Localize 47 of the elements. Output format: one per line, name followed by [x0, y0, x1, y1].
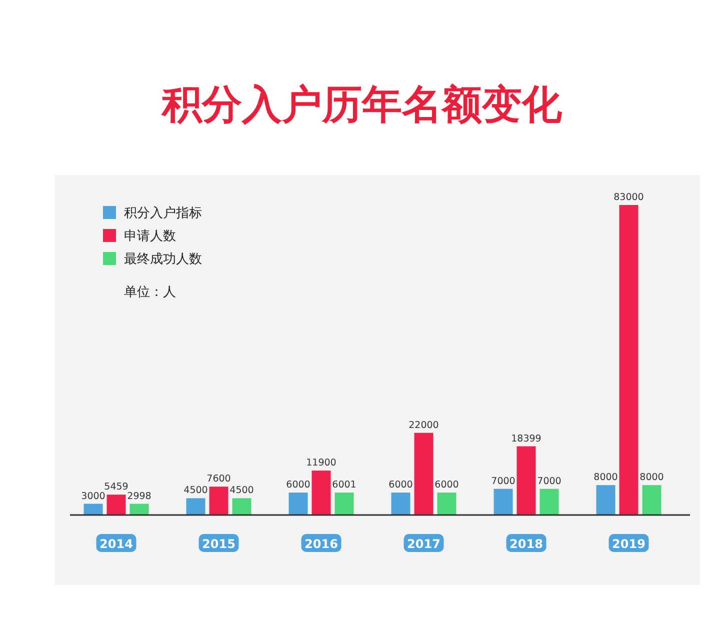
bar — [619, 205, 638, 515]
x-tick-label: 2014 — [100, 537, 133, 551]
data-label: 7000 — [537, 476, 562, 487]
x-tick-label: 2018 — [510, 537, 543, 551]
annotation: 单位：人 — [124, 285, 176, 300]
legend-label: 积分入户指标 — [124, 206, 202, 221]
chart-title: 积分入户历年名额变化 — [161, 82, 563, 128]
bar — [516, 446, 536, 515]
data-label: 6001 — [332, 480, 356, 491]
bar — [642, 485, 662, 515]
data-label: 2998 — [127, 490, 152, 502]
data-label: 18399 — [511, 433, 542, 444]
data-label: 6000 — [388, 480, 413, 491]
bar — [232, 498, 252, 515]
data-label: 11900 — [306, 458, 336, 469]
data-label: 8000 — [640, 472, 664, 484]
legend-label: 最终成功人数 — [124, 252, 202, 267]
bar — [288, 492, 308, 515]
bar — [540, 488, 559, 515]
data-label: 8000 — [594, 472, 618, 484]
bar — [437, 492, 456, 515]
data-label: 5459 — [104, 482, 128, 493]
x-tick-label: 2017 — [407, 537, 440, 551]
bar — [186, 498, 206, 515]
legend-label: 申请人数 — [124, 229, 176, 244]
bar — [391, 492, 410, 515]
data-label: 4500 — [230, 485, 254, 496]
bar — [312, 470, 331, 515]
data-label: 7600 — [206, 474, 231, 485]
data-label: 6000 — [434, 480, 459, 491]
data-label: 7000 — [491, 476, 516, 487]
bar — [84, 504, 103, 515]
bar — [596, 485, 616, 515]
bar — [334, 492, 354, 515]
data-label: 3000 — [81, 490, 106, 502]
x-tick-label: 2016 — [304, 537, 338, 551]
bar — [414, 432, 434, 515]
data-label: 6000 — [286, 480, 310, 491]
data-label: 83000 — [614, 192, 644, 203]
data-label: 22000 — [408, 420, 439, 431]
bar — [209, 486, 228, 515]
x-tick-label: 2019 — [612, 537, 646, 551]
x-tick-label: 2015 — [202, 537, 236, 551]
bar — [106, 494, 126, 515]
data-label: 4500 — [184, 485, 208, 496]
bar — [494, 488, 513, 515]
bar — [130, 504, 149, 515]
